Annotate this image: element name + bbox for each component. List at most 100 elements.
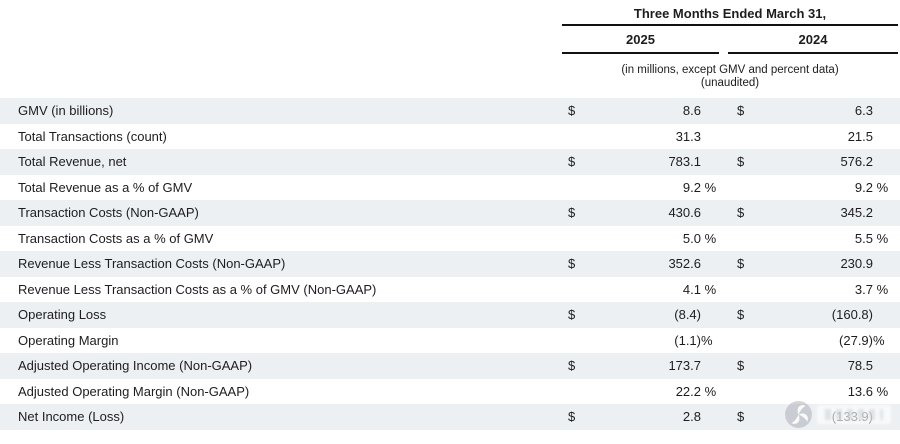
table-row: Transaction Costs as a % of GMV 5.0 % 5.5 … (0, 226, 900, 252)
row-label: Revenue Less Transaction Costs (Non-GAAP… (18, 256, 286, 272)
row-label: Operating Loss (18, 307, 107, 323)
table-row: Net Income (Loss) $2.8 $ (133.9) (0, 404, 900, 430)
value-2025: 31.3 (675, 128, 701, 144)
currency-symbol-2024: $ (737, 205, 745, 221)
table-row: Operating Margin (1.1)% (27.9)% (0, 328, 900, 354)
percent-suffix-2025: % (701, 281, 717, 297)
column-header-2024: 2024 (728, 29, 898, 54)
value-2024: 576.2 (840, 154, 873, 170)
table-body: GMV (in billions) $8.6 $6.3 Total Transacti… (0, 98, 900, 430)
row-label: Total Transactions (count) (18, 128, 167, 144)
value-cell-2024: $576.2 (730, 154, 897, 169)
value-2025: 783.1 (668, 154, 701, 170)
percent-suffix-2025: % (701, 332, 713, 348)
period-header: Three Months Ended March 31, (562, 6, 898, 26)
row-label: Adjusted Operating Margin (Non-GAAP) (18, 383, 250, 399)
row-label: GMV (in billions) (18, 103, 114, 119)
value-cell-2025: $352.6 (563, 256, 723, 271)
value-cell-2024: 3.7 % (730, 282, 897, 297)
value-cell-2024: 21.5 (730, 129, 897, 144)
value-2025: 5.0 (682, 230, 701, 246)
value-cell-2024: (27.9)% (730, 333, 897, 348)
value-2024: 78.5 (847, 358, 873, 374)
currency-symbol-2025: $ (568, 103, 576, 119)
row-label: Adjusted Operating Income (Non-GAAP) (18, 358, 253, 374)
table-row: Revenue Less Transaction Costs (Non-GAAP… (0, 251, 900, 277)
value-2025: 430.6 (668, 205, 701, 221)
percent-suffix-2024: % (873, 383, 889, 399)
value-2024: (160.8) (831, 307, 873, 323)
value-cell-2025: (1.1)% (563, 333, 723, 348)
table-row: Adjusted Operating Income (Non-GAAP) $173… (0, 353, 900, 379)
value-2025: 8.6 (682, 103, 701, 119)
value-2025: 22.2 (675, 383, 701, 399)
table-row: Total Revenue as a % of GMV 9.2 % 9.2 % (0, 175, 900, 201)
value-cell-2024: $ (160.8) (730, 307, 897, 322)
percent-suffix-2024: % (873, 230, 889, 246)
value-2025: 173.7 (668, 358, 701, 374)
currency-symbol-2025: $ (568, 205, 576, 221)
value-2024: 230.9 (840, 256, 873, 272)
row-label: Revenue Less Transaction Costs as a % of… (18, 281, 377, 297)
currency-symbol-2024: $ (737, 358, 745, 374)
value-2024: 21.5 (847, 128, 873, 144)
value-2024: 9.2 (854, 179, 873, 195)
value-2024: 13.6 (847, 383, 873, 399)
value-2025: 4.1 (682, 281, 701, 297)
row-label: Total Revenue as a % of GMV (18, 179, 193, 195)
row-label: Operating Margin (18, 332, 119, 348)
value-2025: (8.4) (674, 307, 701, 323)
value-cell-2025: 31.3 (563, 129, 723, 144)
value-cell-2025: $2.8 (563, 409, 723, 424)
value-cell-2025: $430.6 (563, 205, 723, 220)
value-cell-2024: 5.5 % (730, 231, 897, 246)
currency-symbol-2025: $ (568, 307, 576, 323)
value-cell-2025: 9.2 % (563, 180, 723, 195)
currency-symbol-2024: $ (737, 256, 745, 272)
column-header-2025: 2025 (562, 29, 719, 54)
percent-suffix-2024: % (873, 332, 885, 348)
value-cell-2025: $ (8.4) (563, 307, 723, 322)
value-cell-2025: 22.2 % (563, 384, 723, 399)
value-cell-2024: $230.9 (730, 256, 897, 271)
row-label: Transaction Costs (Non-GAAP) (18, 205, 199, 221)
percent-suffix-2025: % (701, 230, 717, 246)
table-row: Transaction Costs (Non-GAAP) $430.6 $345.2 (0, 200, 900, 226)
value-cell-2024: 13.6 % (730, 384, 897, 399)
value-cell-2025: $173.7 (563, 358, 723, 373)
currency-symbol-2024: $ (737, 154, 745, 170)
currency-symbol-2025: $ (568, 409, 576, 425)
currency-symbol-2025: $ (568, 154, 576, 170)
value-2025: 9.2 (682, 179, 701, 195)
row-label: Total Revenue, net (18, 154, 127, 170)
value-cell-2024: $ (133.9) (730, 409, 897, 424)
currency-symbol-2024: $ (737, 103, 745, 119)
percent-suffix-2024: % (873, 179, 889, 195)
value-cell-2024: 9.2 % (730, 180, 897, 195)
currency-symbol-2024: $ (737, 409, 745, 425)
value-2024: 5.5 (854, 230, 873, 246)
percent-suffix-2025: % (701, 383, 717, 399)
currency-symbol-2025: $ (568, 256, 576, 272)
value-2024: 6.3 (854, 103, 873, 119)
table-row: Total Revenue, net $783.1 $576.2 (0, 149, 900, 175)
value-cell-2024: $78.5 (730, 358, 897, 373)
row-label: Transaction Costs as a % of GMV (18, 230, 214, 246)
table-header: Three Months Ended March 31, 2025 2024 (… (562, 6, 898, 89)
table-row: GMV (in billions) $8.6 $6.3 (0, 98, 900, 124)
value-cell-2025: 5.0 % (563, 231, 723, 246)
value-cell-2024: $345.2 (730, 205, 897, 220)
value-2024: 3.7 (854, 281, 873, 297)
value-cell-2025: $8.6 (563, 103, 723, 118)
currency-symbol-2025: $ (568, 358, 576, 374)
value-2024: 345.2 (840, 205, 873, 221)
units-note-line1: (in millions, except GMV and percent dat… (621, 64, 839, 76)
percent-suffix-2025: % (701, 179, 717, 195)
value-2025: (1.1) (674, 332, 701, 348)
table-row: Operating Loss $ (8.4) $ (160.8) (0, 302, 900, 328)
currency-symbol-2024: $ (737, 307, 745, 323)
table-row: Revenue Less Transaction Costs as a % of… (0, 277, 900, 303)
value-cell-2025: $783.1 (563, 154, 723, 169)
value-2024: (133.9) (831, 409, 873, 425)
value-2024: (27.9) (839, 332, 873, 348)
